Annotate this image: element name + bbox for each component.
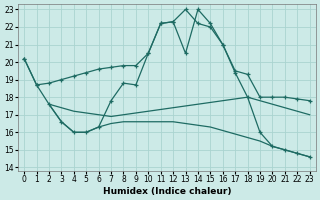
X-axis label: Humidex (Indice chaleur): Humidex (Indice chaleur) (103, 187, 231, 196)
